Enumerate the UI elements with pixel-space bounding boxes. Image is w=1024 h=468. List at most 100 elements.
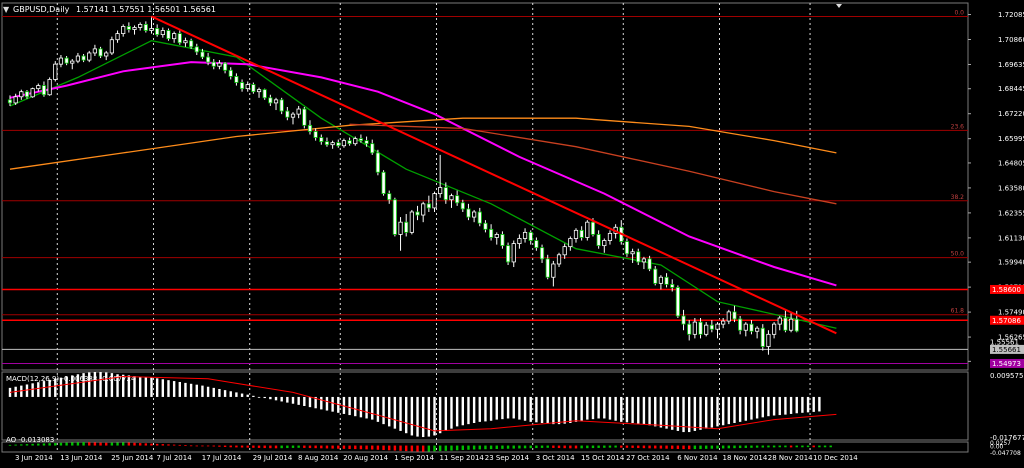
macd-bar: [761, 396, 764, 418]
macd-bar: [648, 396, 651, 426]
x-tick-label: 27 Oct 2014: [626, 454, 670, 462]
candle-body: [24, 91, 30, 98]
fib-level-label: 61.8: [951, 308, 965, 315]
candle-body: [104, 52, 109, 57]
macd-bar: [71, 375, 74, 397]
ao-bar: [455, 445, 459, 451]
ao-bar: [421, 445, 425, 452]
macd-bar: [325, 396, 329, 411]
ao-bar: [489, 445, 493, 450]
ao-bar: [467, 445, 470, 450]
macd-bar: [388, 396, 391, 427]
candle-body: [551, 263, 556, 278]
candle-body: [534, 240, 539, 249]
y-tick-label: 1.62355: [998, 209, 1024, 217]
ao-bar: [427, 445, 431, 452]
macd-bar: [744, 396, 747, 421]
candle-body: [358, 138, 364, 142]
candle-body: [228, 69, 233, 77]
symbol-menu-icon[interactable]: ▼: [3, 5, 10, 14]
candle-body: [772, 323, 777, 335]
candle-body: [636, 251, 641, 263]
ao-bar: [76, 442, 80, 446]
ao-bar: [659, 445, 663, 449]
candle-body: [783, 317, 788, 331]
candle-body: [590, 221, 596, 235]
candle-body: [585, 221, 590, 238]
macd-bar: [167, 380, 170, 397]
ao-bar: [625, 445, 629, 448]
ao-bar: [110, 442, 114, 446]
macd-bar: [8, 387, 12, 397]
macd-bar: [65, 376, 68, 397]
macd-bar: [257, 396, 261, 398]
ao-bar: [682, 445, 685, 450]
ao-bar: [755, 445, 759, 448]
ao-bar: [744, 445, 747, 448]
ao-y-tick-label: 0.0257: [990, 440, 1011, 447]
price-tag-label: 1.58600: [992, 286, 1021, 294]
ao-bar: [297, 445, 300, 448]
macd-bar: [195, 384, 198, 397]
ao-bar: [359, 445, 363, 450]
macd-bar: [523, 396, 527, 421]
macd-bar: [529, 396, 532, 422]
macd-bar: [246, 394, 249, 397]
candle-body: [415, 211, 420, 216]
candle-body: [562, 246, 567, 256]
macd-bar: [603, 396, 606, 419]
candle-body: [138, 24, 143, 28]
macd-bar: [608, 396, 612, 420]
ao-bar: [569, 445, 572, 449]
ao-bar: [801, 445, 804, 448]
macd-bar: [676, 396, 680, 431]
macd-bar: [818, 396, 821, 412]
candle-body: [222, 62, 228, 71]
macd-bar: [478, 396, 481, 422]
x-tick-label: 8 Aug 2014: [298, 454, 339, 462]
ao-bar: [376, 445, 380, 450]
macd-bar: [382, 396, 385, 425]
candle-body: [443, 187, 448, 201]
x-tick-label: 18 Nov 2014: [723, 454, 768, 462]
ao-bar: [320, 445, 323, 449]
shift-marker-icon: [836, 4, 842, 8]
candle-body: [375, 152, 381, 173]
ao-bar: [586, 445, 589, 449]
macd-bar: [472, 396, 476, 423]
macd-bar: [710, 396, 714, 428]
x-tick-label: 13 Jun 2014: [60, 454, 103, 462]
macd-bar: [438, 396, 442, 434]
macd-bar: [546, 396, 549, 424]
ao-bar: [603, 445, 606, 448]
ao-bar: [189, 445, 193, 447]
ao-bar: [818, 445, 821, 448]
ao-bar: [31, 443, 34, 446]
main-pane-frame: [1, 2, 969, 371]
candle-body: [279, 99, 284, 112]
macd-bar: [291, 396, 295, 404]
ao-bar: [116, 442, 119, 446]
ao-bar: [172, 444, 176, 446]
y-tick-label: 1.70860: [998, 36, 1024, 44]
y-tick-label: 1.67220: [998, 110, 1024, 118]
ao-bar: [337, 445, 340, 449]
ao-bar: [529, 445, 532, 449]
candle-body: [262, 89, 267, 99]
macd-bar: [122, 374, 125, 397]
candle-body: [738, 318, 743, 331]
ao-bar: [14, 444, 17, 446]
ao-bar: [25, 444, 29, 446]
macd-bar: [99, 372, 102, 397]
macd-bar: [331, 396, 334, 412]
macd-bar: [280, 396, 283, 402]
candle-body: [624, 241, 630, 255]
candle-body: [285, 110, 290, 118]
macd-bar: [738, 396, 742, 422]
candle-body: [319, 137, 324, 143]
macd-bar: [631, 396, 634, 423]
ao-bar: [201, 445, 204, 447]
ao-bar: [71, 442, 74, 446]
macd-bar: [580, 396, 583, 421]
